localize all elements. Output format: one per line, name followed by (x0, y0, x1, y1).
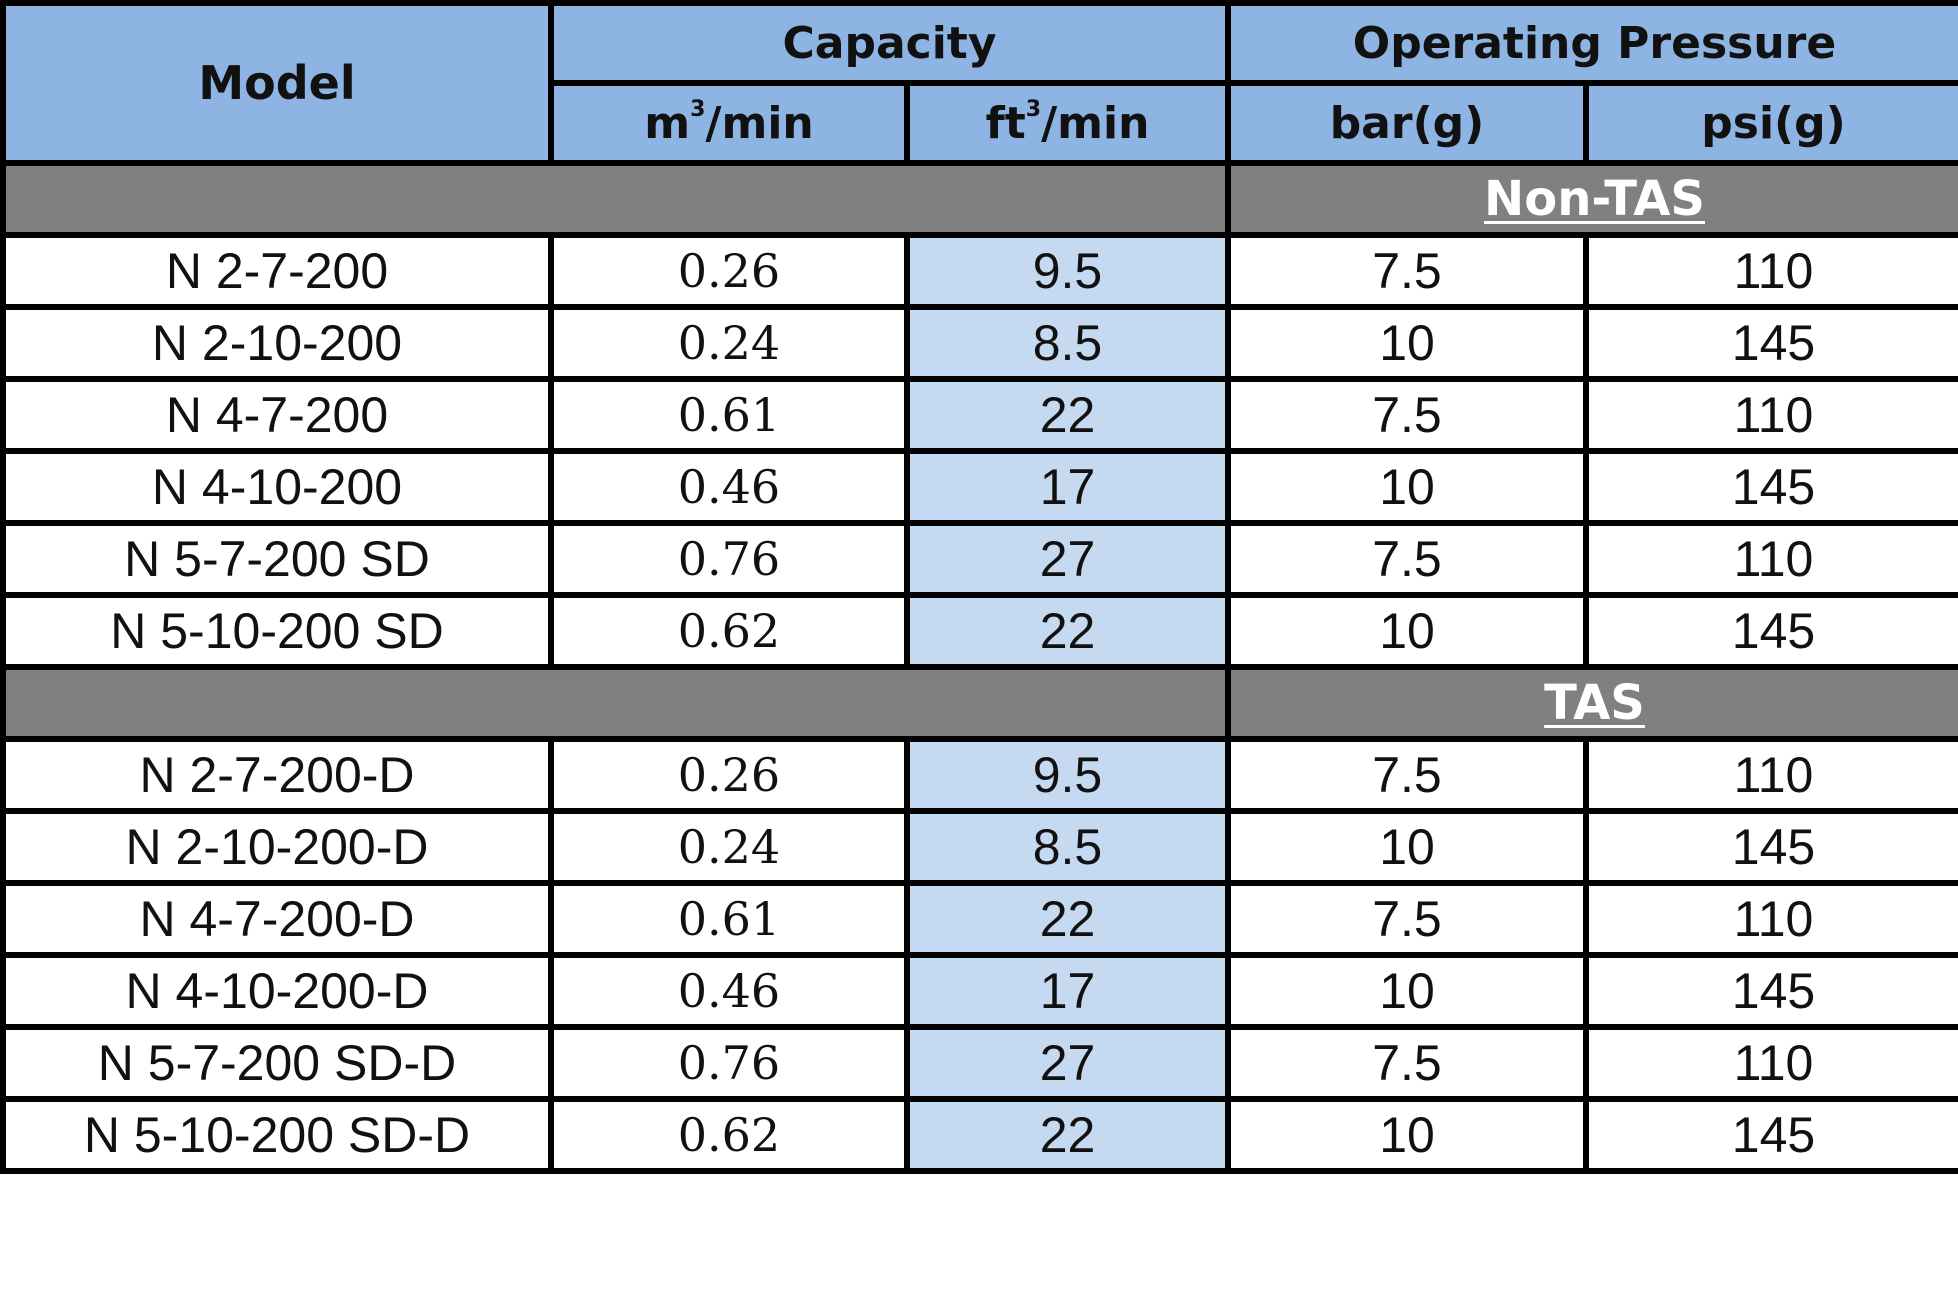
m3-per-min-cell: 0.26 (548, 736, 910, 814)
section-row: Non-TAS (0, 160, 1958, 238)
m3-per-min-cell: 0.76 (548, 1024, 910, 1102)
table-row: N 2-7-200-D 0.26 9.5 7.5 110 (0, 736, 1958, 814)
model-cell: N 4-10-200-D (0, 952, 554, 1030)
model-cell: N 2-7-200-D (0, 736, 554, 814)
m3-unit-base: m (644, 97, 691, 149)
model-cell: N 2-7-200 (0, 232, 554, 310)
psi-cell: 145 (1582, 808, 1958, 886)
table-row: N 2-10-200-D 0.24 8.5 10 145 (0, 808, 1958, 886)
table-row: N 5-10-200 SD 0.62 22 10 145 (0, 592, 1958, 670)
bar-cell: 10 (1225, 808, 1589, 886)
psi-cell: 110 (1582, 520, 1958, 598)
model-cell: N 2-10-200 (0, 304, 554, 382)
m3-unit-sup: 3 (690, 96, 706, 122)
psi-cell: 110 (1582, 1024, 1958, 1102)
table-row: N 2-10-200 0.24 8.5 10 145 (0, 304, 1958, 382)
table-header: Model Capacity Operating Pressure m3/min… (0, 0, 1958, 166)
ft3-per-min-cell: 9.5 (904, 232, 1231, 310)
ft3-unit-sup: 3 (1025, 96, 1042, 122)
model-cell: N 5-7-200 SD (0, 520, 554, 598)
model-cell: N 4-10-200 (0, 448, 554, 526)
model-cell: N 5-10-200 SD-D (0, 1096, 554, 1174)
model-column-header: Model (0, 0, 554, 166)
compressor-spec-table: Model Capacity Operating Pressure m3/min… (0, 0, 1958, 1174)
bar-cell: 7.5 (1225, 880, 1589, 958)
model-cell: N 4-7-200 (0, 376, 554, 454)
ft3-per-min-cell: 27 (904, 1024, 1231, 1102)
m3-per-min-cell: 0.61 (548, 376, 910, 454)
bar-cell: 7.5 (1225, 232, 1589, 310)
table-row: N 5-7-200 SD 0.76 27 7.5 110 (0, 520, 1958, 598)
m3-per-min-cell: 0.46 (548, 448, 910, 526)
ft3-per-min-cell: 27 (904, 520, 1231, 598)
m3-per-min-cell: 0.76 (548, 520, 910, 598)
section-spacer (0, 664, 1231, 742)
psi-cell: 145 (1582, 304, 1958, 382)
psi-cell: 110 (1582, 880, 1958, 958)
ft3-per-min-cell: 9.5 (904, 736, 1231, 814)
psi-cell: 145 (1582, 592, 1958, 670)
m3-per-min-cell: 0.62 (548, 592, 910, 670)
capacity-group-header: Capacity (548, 0, 1231, 86)
table-row: N 5-7-200 SD-D 0.76 27 7.5 110 (0, 1024, 1958, 1102)
m3-per-min-cell: 0.24 (548, 808, 910, 886)
section-label: Non-TAS (1224, 160, 1958, 238)
m3-per-min-cell: 0.46 (548, 952, 910, 1030)
model-cell: N 5-7-200 SD-D (0, 1024, 554, 1102)
psi-cell: 110 (1582, 736, 1958, 814)
table-row: N 4-7-200-D 0.61 22 7.5 110 (0, 880, 1958, 958)
model-cell: N 2-10-200-D (0, 808, 554, 886)
ft3-per-min-column-header: ft3/min (904, 80, 1231, 166)
bar-cell: 7.5 (1225, 520, 1589, 598)
table-row: N 5-10-200 SD-D 0.62 22 10 145 (0, 1096, 1958, 1174)
m3-unit-rest: /min (705, 97, 814, 149)
psi-column-header: psi(g) (1582, 80, 1958, 166)
psi-cell: 145 (1582, 448, 1958, 526)
bar-cell: 10 (1225, 1096, 1589, 1174)
spec-table-sheet: Model Capacity Operating Pressure m3/min… (0, 0, 1958, 1174)
section-spacer (0, 160, 1231, 238)
ft3-per-min-cell: 22 (904, 376, 1231, 454)
bar-cell: 7.5 (1225, 736, 1589, 814)
m3-per-min-cell: 0.24 (548, 304, 910, 382)
bar-cell: 10 (1225, 952, 1589, 1030)
psi-cell: 145 (1582, 1096, 1958, 1174)
ft3-per-min-cell: 8.5 (904, 808, 1231, 886)
bar-cell: 10 (1225, 592, 1589, 670)
m3-per-min-cell: 0.62 (548, 1096, 910, 1174)
ft3-unit-base: ft (985, 97, 1026, 149)
bar-cell: 7.5 (1225, 1024, 1589, 1102)
psi-cell: 110 (1582, 232, 1958, 310)
ft3-per-min-cell: 22 (904, 880, 1231, 958)
model-cell: N 4-7-200-D (0, 880, 554, 958)
ft3-per-min-cell: 17 (904, 448, 1231, 526)
bar-column-header: bar(g) (1225, 80, 1589, 166)
operating-pressure-group-header: Operating Pressure (1224, 0, 1958, 86)
ft3-per-min-cell: 22 (904, 592, 1231, 670)
psi-cell: 110 (1582, 376, 1958, 454)
psi-cell: 145 (1582, 952, 1958, 1030)
section-label-text: TAS (1544, 675, 1645, 731)
table-row: N 2-7-200 0.26 9.5 7.5 110 (0, 232, 1958, 310)
bar-cell: 10 (1225, 304, 1589, 382)
table-body: Non-TAS N 2-7-200 0.26 9.5 7.5 110 N 2-10-200 0… (0, 160, 1958, 1174)
section-label: TAS (1224, 664, 1958, 742)
ft3-per-min-cell: 17 (904, 952, 1231, 1030)
m3-per-min-cell: 0.26 (548, 232, 910, 310)
table-row: N 4-10-200-D 0.46 17 10 145 (0, 952, 1958, 1030)
ft3-per-min-cell: 22 (904, 1096, 1231, 1174)
table-row: N 4-7-200 0.61 22 7.5 110 (0, 376, 1958, 454)
section-row: TAS (0, 664, 1958, 742)
m3-per-min-column-header: m3/min (548, 80, 910, 166)
table-row: N 4-10-200 0.46 17 10 145 (0, 448, 1958, 526)
m3-per-min-cell: 0.61 (548, 880, 910, 958)
bar-cell: 10 (1225, 448, 1589, 526)
ft3-unit-rest: /min (1041, 97, 1150, 149)
bar-cell: 7.5 (1225, 376, 1589, 454)
ft3-per-min-cell: 8.5 (904, 304, 1231, 382)
section-label-text: Non-TAS (1484, 171, 1705, 227)
model-cell: N 5-10-200 SD (0, 592, 554, 670)
